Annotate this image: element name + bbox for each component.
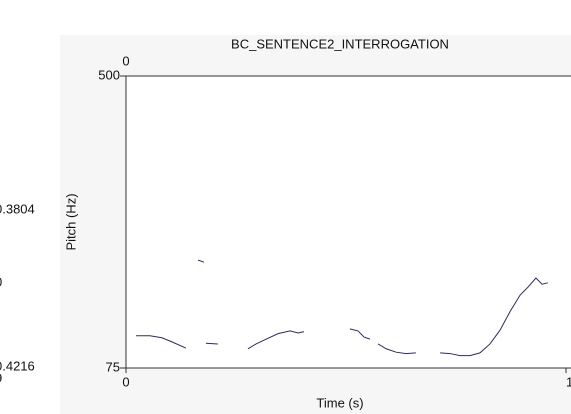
side-text: 0.4216 xyxy=(0,358,35,373)
plot-area xyxy=(126,76,571,368)
annotation: 0 xyxy=(122,53,129,68)
chart-title: BC_SENTENCE2_INTERROGATION xyxy=(231,36,449,51)
side-text: 0.3804 xyxy=(0,201,35,216)
x-tick-label: 1.36 xyxy=(566,374,571,389)
x-axis-label: Time (s) xyxy=(316,395,363,410)
x-tick-label: 0 xyxy=(122,374,129,389)
pitch-line xyxy=(136,259,548,357)
side-text: 9 xyxy=(0,370,2,385)
y-tick-label: 500 xyxy=(98,67,120,82)
side-text: 0 xyxy=(0,274,2,289)
y-axis-label: Pitch (Hz) xyxy=(63,193,78,250)
y-tick-label: 75 xyxy=(106,359,120,374)
